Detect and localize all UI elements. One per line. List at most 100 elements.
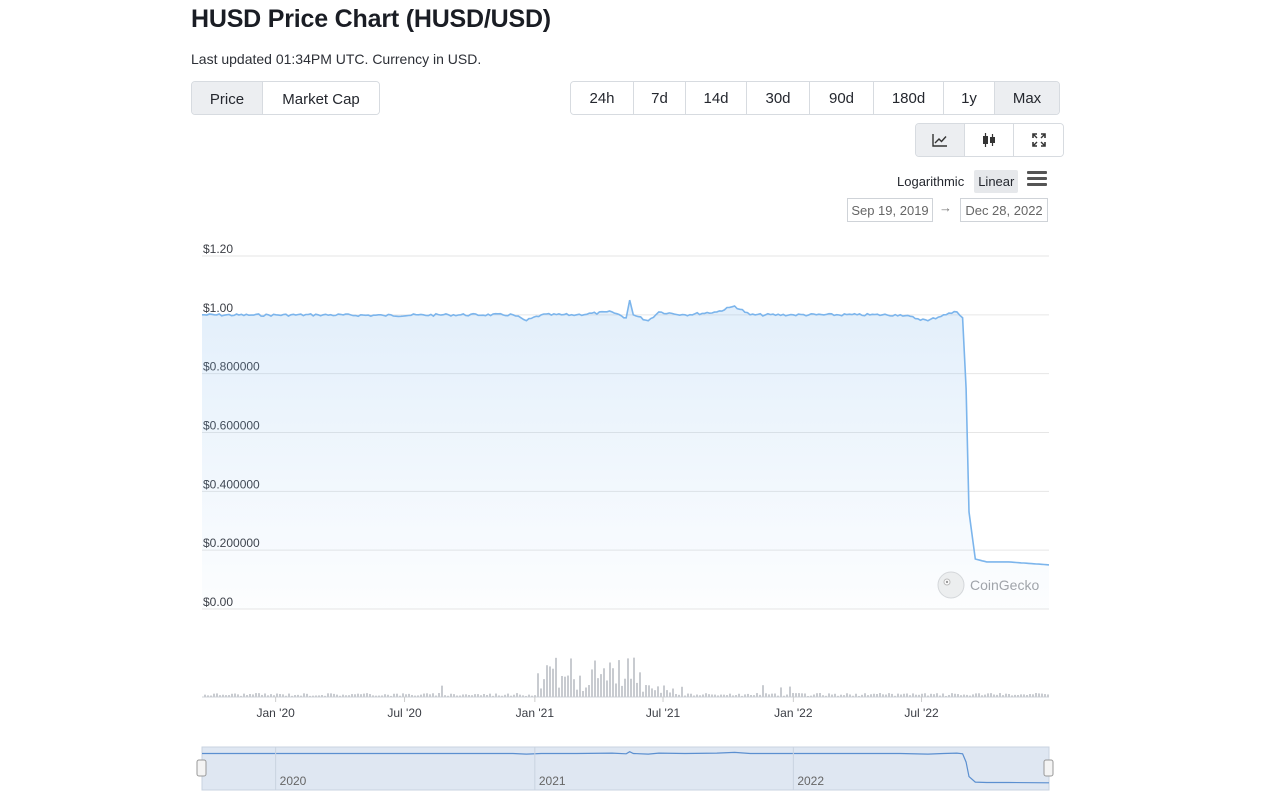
volume-bar	[759, 694, 761, 697]
volume-bar	[495, 693, 497, 697]
volume-bar	[888, 693, 890, 697]
range-7d-button[interactable]: 7d	[634, 82, 686, 114]
volume-bar	[582, 690, 584, 697]
volume-bar	[741, 695, 743, 697]
volume-bar	[543, 679, 545, 697]
volume-bar	[315, 695, 317, 697]
volume-bar	[501, 695, 503, 697]
range-max-button[interactable]: Max	[995, 82, 1059, 114]
candlestick-button[interactable]	[965, 124, 1014, 156]
volume-bar	[1026, 694, 1028, 697]
volume-bar	[276, 693, 278, 697]
navigator[interactable]: 2020 2021 2022	[196, 746, 1054, 791]
volume-bar	[711, 694, 713, 697]
volume-bar	[945, 695, 947, 697]
volume-bar	[405, 694, 407, 697]
volume-bar	[429, 694, 431, 697]
volume-bar	[684, 695, 686, 697]
volume-bar	[789, 686, 791, 697]
volume-bar	[561, 675, 563, 697]
navigator-left-handle[interactable]	[196, 759, 207, 777]
candlestick-icon	[983, 133, 995, 147]
date-to-input[interactable]: Dec 28, 2022	[960, 198, 1048, 222]
tab-market-cap[interactable]: Market Cap	[263, 82, 379, 114]
volume-bar	[990, 693, 992, 697]
volume-bar	[585, 687, 587, 697]
x-tick-label: Jan '21	[516, 706, 555, 720]
tab-price[interactable]: Price	[192, 82, 263, 114]
volume-bar	[693, 695, 695, 697]
volume-bar	[960, 695, 962, 697]
volume-bar	[702, 694, 704, 697]
volume-bar	[402, 693, 404, 697]
volume-bar	[696, 694, 698, 697]
volume-bar	[516, 693, 518, 697]
line-chart-icon	[932, 134, 947, 147]
volume-bar	[576, 689, 578, 697]
volume-bar	[714, 694, 716, 697]
navigator-right-handle[interactable]	[1043, 759, 1054, 777]
volume-bar	[228, 695, 230, 697]
line-chart-button[interactable]	[916, 124, 965, 156]
volume-bar	[1047, 694, 1049, 697]
volume-bar	[633, 657, 635, 697]
volume-bar	[891, 693, 893, 697]
range-30d-button[interactable]: 30d	[747, 82, 810, 114]
volume-bar	[723, 694, 725, 697]
volume-bar	[813, 694, 815, 697]
x-tick-label: Jul '21	[646, 706, 681, 720]
range-90d-button[interactable]: 90d	[810, 82, 874, 114]
volume-bar	[312, 695, 314, 697]
volume-bar	[591, 669, 593, 697]
navigator-tick-label: 2021	[539, 774, 566, 788]
volume-bar	[240, 695, 242, 697]
volume-bar	[807, 695, 809, 697]
volume-bar	[1017, 694, 1019, 697]
volume-bar	[804, 693, 806, 697]
volume-bar	[846, 693, 848, 697]
fullscreen-button[interactable]	[1014, 124, 1063, 156]
volume-bar	[903, 693, 905, 697]
scale-toggle: Logarithmic Linear	[893, 170, 1019, 193]
volume-bar	[261, 694, 263, 697]
volume-bar	[465, 694, 467, 697]
date-from-input[interactable]: Sep 19, 2019	[847, 198, 933, 222]
scale-linear-option[interactable]: Linear	[974, 170, 1019, 193]
volume-bar	[1002, 695, 1004, 697]
scale-logarithmic-option[interactable]: Logarithmic	[897, 174, 965, 189]
volume-bar	[639, 672, 641, 697]
volume-bar	[795, 693, 797, 697]
hamburger-menu-icon[interactable]	[1027, 171, 1047, 187]
volume-bar	[621, 685, 623, 697]
volume-bar	[246, 695, 248, 697]
chart-type-selector	[915, 123, 1064, 157]
arrow-right-icon: →	[939, 200, 952, 215]
range-14d-button[interactable]: 14d	[686, 82, 747, 114]
volume-bar	[375, 695, 377, 697]
volume-bar	[279, 694, 281, 697]
volume-bar	[864, 693, 866, 697]
volume-bar	[978, 693, 980, 697]
page-title: HUSD Price Chart (HUSD/USD)	[191, 5, 551, 33]
volume-bar	[285, 695, 287, 697]
volume-bar	[777, 695, 779, 697]
price-area	[202, 300, 1049, 609]
volume-bar	[570, 658, 572, 697]
range-180d-button[interactable]: 180d	[874, 82, 944, 114]
volume-bar	[444, 695, 446, 697]
volume-bar	[717, 695, 719, 697]
volume-bar	[675, 694, 677, 697]
range-1y-button[interactable]: 1y	[944, 82, 995, 114]
volume-bar	[1038, 693, 1040, 697]
volume-bar	[912, 693, 914, 697]
volume-bar	[255, 693, 257, 697]
volume-bar	[927, 695, 929, 697]
volume-bar	[774, 693, 776, 697]
volume-bar	[270, 694, 272, 697]
volume-bar	[360, 694, 362, 697]
volume-bar	[750, 695, 752, 697]
volume-bar	[579, 675, 581, 697]
volume-bar	[936, 693, 938, 697]
range-24h-button[interactable]: 24h	[571, 82, 634, 114]
